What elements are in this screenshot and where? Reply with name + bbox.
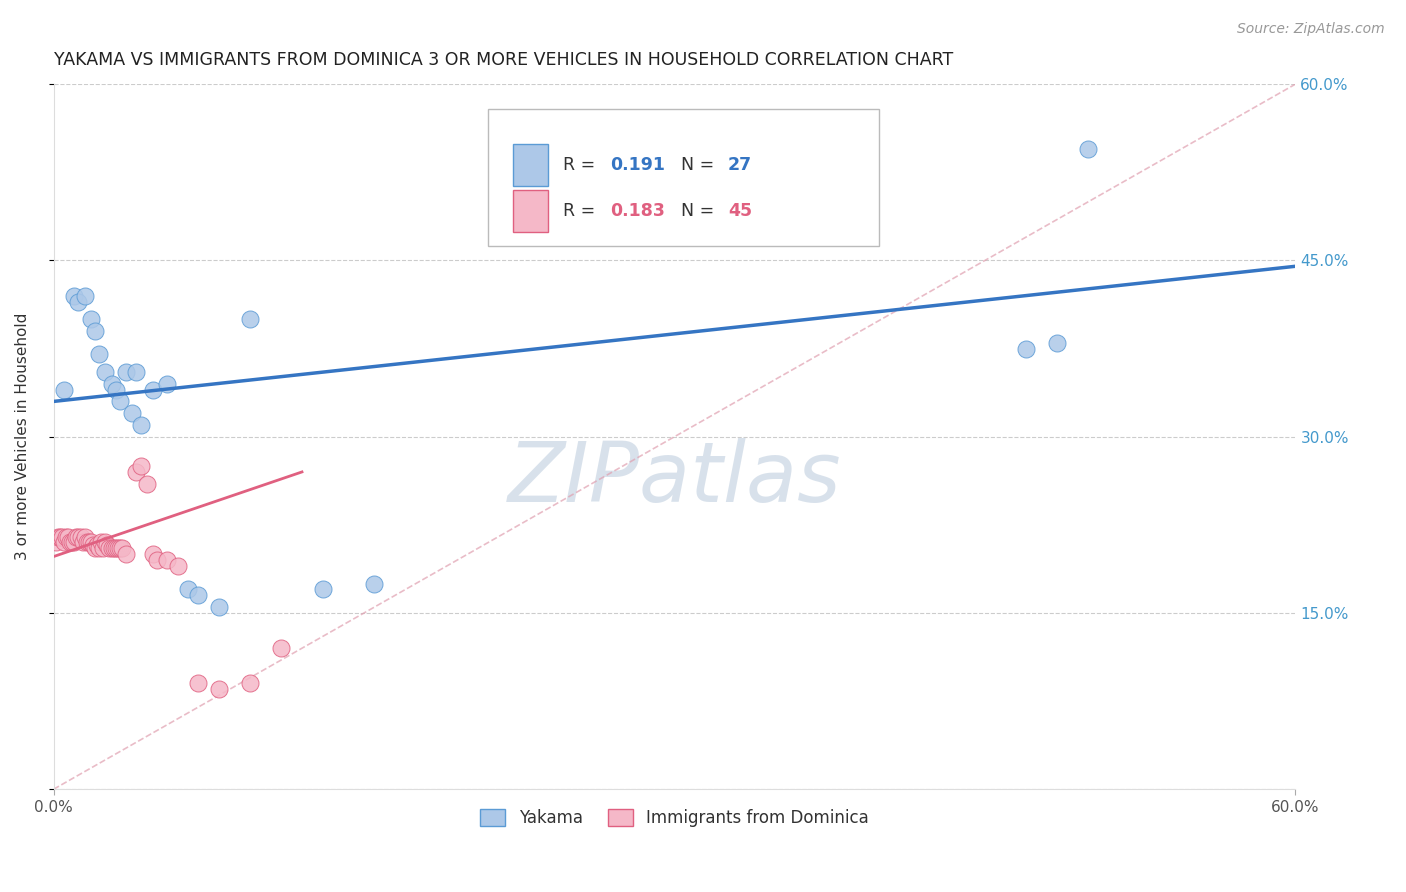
Point (98, 541, 121, 556)
Point (80, 535, 103, 549)
Point (94, 535, 117, 549)
Point (104, 383, 127, 397)
Point (49, 530, 72, 544)
Point (73, 530, 96, 544)
Point (1046, 335, 1069, 350)
Point (63, 288, 86, 302)
Point (115, 547, 138, 561)
Text: YAKAMA VS IMMIGRANTS FROM DOMINICA 3 OR MORE VEHICLES IN HOUSEHOLD CORRELATION C: YAKAMA VS IMMIGRANTS FROM DOMINICA 3 OR … (53, 51, 953, 69)
Point (156, 376, 179, 391)
Text: 45: 45 (728, 202, 752, 220)
Point (125, 465, 148, 479)
Y-axis label: 3 or more Vehicles in Household: 3 or more Vehicles in Household (15, 313, 30, 560)
Legend: Yakama, Immigrants from Dominica: Yakama, Immigrants from Dominica (474, 802, 876, 834)
Text: N =: N = (681, 156, 720, 174)
Point (65, 530, 87, 544)
Point (100, 541, 122, 556)
Point (108, 541, 131, 556)
Point (187, 588, 209, 602)
Point (72, 535, 94, 549)
Point (73, 288, 96, 302)
Point (45, 535, 67, 549)
Point (115, 365, 138, 379)
Point (90, 535, 112, 549)
Point (76, 535, 98, 549)
Point (80, 312, 103, 326)
Point (146, 553, 169, 567)
Point (108, 394, 131, 409)
Point (84, 324, 107, 338)
Point (69, 530, 91, 544)
Point (1077, 142, 1099, 156)
FancyBboxPatch shape (488, 109, 879, 246)
Point (67, 530, 90, 544)
Point (239, 312, 262, 326)
Point (1015, 342, 1038, 356)
Point (135, 476, 157, 491)
Point (59, 535, 82, 549)
Point (363, 576, 385, 591)
Point (82, 538, 104, 552)
FancyBboxPatch shape (513, 190, 548, 232)
Text: 27: 27 (728, 156, 752, 174)
Point (63, 535, 86, 549)
Point (104, 541, 127, 556)
Point (129, 458, 152, 473)
FancyBboxPatch shape (513, 144, 548, 186)
Point (142, 547, 165, 561)
Point (156, 553, 179, 567)
Point (312, 582, 335, 597)
Point (166, 558, 188, 573)
Point (86, 538, 108, 552)
Point (129, 417, 152, 432)
Point (121, 406, 143, 420)
Point (56, 530, 79, 544)
Point (52, 535, 75, 549)
Point (94, 365, 117, 379)
Point (142, 383, 165, 397)
Point (208, 682, 231, 697)
Point (52, 383, 75, 397)
Point (89, 347, 111, 361)
Point (89, 541, 111, 556)
Point (187, 676, 209, 690)
Point (67, 294, 90, 309)
Point (46, 530, 69, 544)
Point (96, 538, 118, 552)
Point (60, 535, 83, 549)
Point (111, 541, 134, 556)
Point (51, 530, 73, 544)
Point (107, 541, 129, 556)
Point (100, 376, 122, 391)
Text: Source: ZipAtlas.com: Source: ZipAtlas.com (1237, 22, 1385, 37)
Text: R =: R = (562, 156, 600, 174)
Text: R =: R = (562, 202, 600, 220)
Text: 0.183: 0.183 (610, 202, 665, 220)
Point (239, 676, 262, 690)
Text: N =: N = (681, 202, 720, 220)
Point (103, 541, 125, 556)
Point (177, 582, 200, 597)
Text: ZIPatlas: ZIPatlas (508, 439, 841, 519)
Point (77, 535, 100, 549)
Point (55, 530, 77, 544)
Point (91, 541, 114, 556)
Point (270, 641, 292, 656)
Point (208, 600, 231, 615)
Point (766, 147, 789, 161)
Point (125, 365, 148, 379)
Point (84, 541, 107, 556)
Text: 0.191: 0.191 (610, 156, 665, 174)
